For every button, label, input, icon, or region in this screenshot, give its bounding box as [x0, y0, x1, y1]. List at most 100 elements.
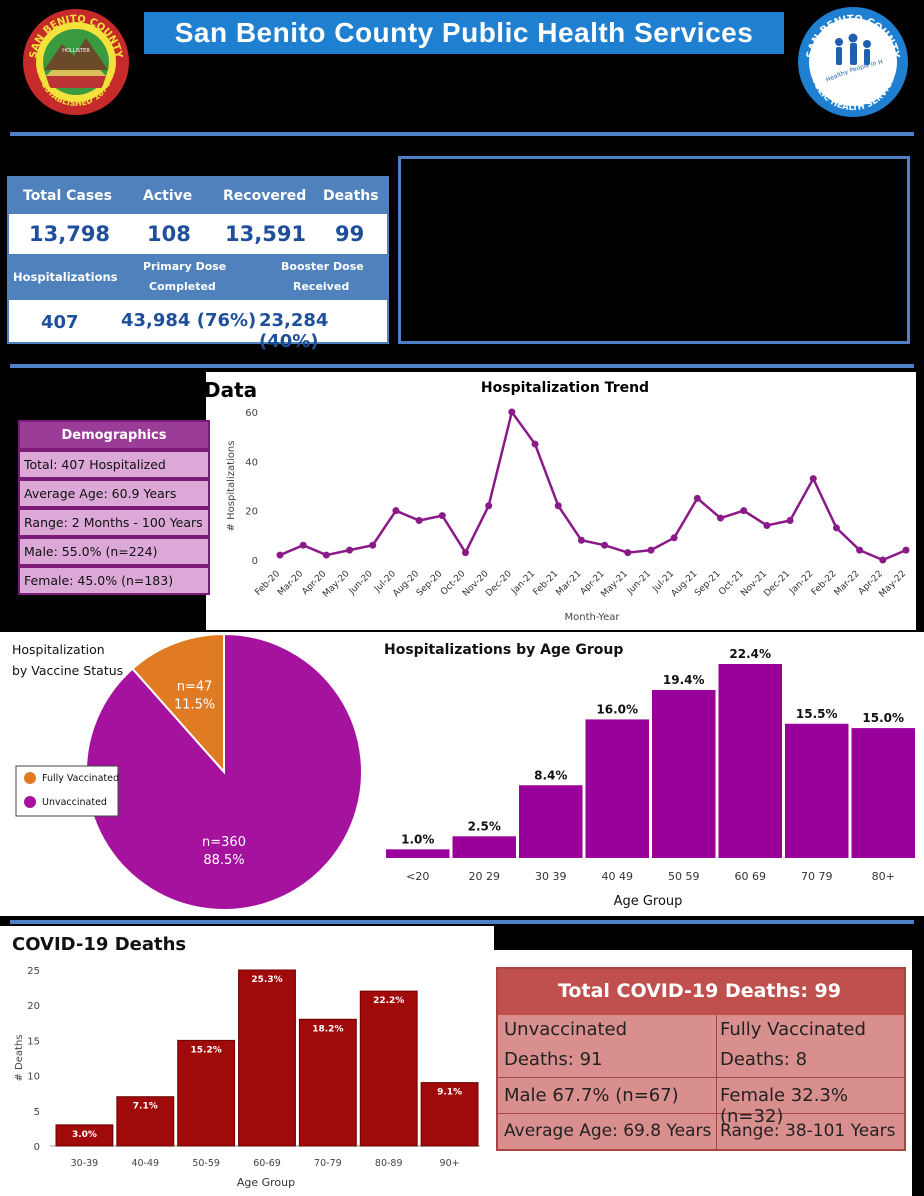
pie-slice: [85, 632, 363, 911]
recovered-label: Recovered: [223, 188, 307, 204]
booster-dose-value: 23,284 (40%): [259, 310, 329, 352]
age-x-tick: 30 39: [535, 870, 567, 883]
deaths-bar-label: 9.1%: [437, 1088, 462, 1098]
primary-completed-label: Completed: [149, 280, 216, 293]
deaths-bar-label: 25.3%: [251, 975, 282, 985]
demographics-row: Male: 55.0% (n=224): [18, 537, 210, 566]
covid-deaths-bar-chart: COVID-19 Deaths 0 5 10 15 20 25 # Deaths 3.0% 30-…: [12, 934, 480, 1189]
trend-point: [461, 549, 469, 557]
age-bar-label: 19.4%: [663, 673, 705, 687]
vaccinated-label: Fully Vaccinated: [720, 1019, 866, 1040]
deaths-y-tick: 15: [27, 1036, 40, 1047]
pie-title-line2: by Vaccine Status: [12, 663, 123, 678]
trend-point: [902, 546, 910, 554]
x-tick-label: Mar-20: [276, 569, 305, 598]
trend-point: [809, 475, 817, 483]
trend-point: [531, 440, 539, 448]
trend-point: [740, 507, 748, 515]
trend-point: [786, 517, 794, 525]
female-deaths: Female 32.3% (n=32): [720, 1085, 848, 1127]
age-x-tick: <20: [406, 870, 429, 883]
total-cases-value: 13,798: [29, 222, 111, 246]
trend-point: [601, 541, 609, 549]
deaths-table-title: Total COVID-19 Deaths: 99: [558, 980, 841, 1002]
deaths-x-tick: 80-89: [375, 1158, 403, 1169]
deaths-age-range: Range: 38-101 Years: [720, 1121, 896, 1141]
trend-point: [879, 556, 887, 564]
seal-town-text: HOLLISTER: [62, 48, 90, 54]
y-tick-label: 60: [245, 408, 258, 419]
age-bar: [851, 728, 915, 858]
deaths-bar-label: 7.1%: [133, 1102, 158, 1112]
deaths-x-tick: 60-69: [253, 1158, 281, 1169]
deaths-average-age: Average Age: 69.8 Years: [504, 1121, 712, 1141]
age-x-tick: 70 79: [801, 870, 833, 883]
trend-point: [322, 551, 330, 559]
deaths-x-tick: 90+: [440, 1158, 460, 1169]
deaths-y-tick: 10: [27, 1072, 40, 1083]
pie-count-label: n=360: [202, 835, 246, 850]
total-cases-label: Total Cases: [23, 188, 113, 204]
age-bar: [452, 836, 516, 858]
x-tick-label: Jun-20: [347, 569, 375, 597]
age-x-tick: 60 69: [735, 870, 767, 883]
trend-point: [346, 546, 354, 554]
trend-point: [832, 524, 840, 532]
age-x-axis-label: Age Group: [614, 894, 683, 909]
age-bar: [585, 719, 649, 858]
age-bar-label: 8.4%: [534, 768, 567, 782]
trend-point: [717, 514, 725, 522]
trend-point: [577, 536, 585, 544]
trend-point: [369, 541, 377, 549]
public-health-logo: SAN BENITO COUNTY PUBLIC HEALTH SERVICES…: [794, 1, 909, 118]
age-bar: [386, 849, 450, 858]
age-bar: [652, 689, 716, 858]
case-summary-panel: Total Cases Active Recovered Deaths 13,7…: [7, 176, 389, 352]
deaths-y-tick: 5: [34, 1107, 40, 1118]
trend-point: [670, 534, 678, 542]
primary-dose-label: Primary Dose: [143, 260, 227, 273]
deaths-y-tick: 25: [27, 966, 40, 977]
section-heading: Data: [204, 378, 258, 402]
pie-percent-label: 11.5%: [174, 698, 215, 713]
hosp-white-panel: [206, 372, 916, 630]
x-tick-label: Dec-21: [762, 569, 792, 599]
empty-info-box: [398, 156, 910, 344]
demographics-title: Demographics: [61, 427, 167, 443]
active-label: Active: [143, 188, 193, 204]
primary-dose-value: 43,984 (76%): [121, 310, 257, 331]
trend-point: [392, 507, 400, 515]
trend-point: [276, 551, 284, 559]
deaths-chart-title: COVID-19 Deaths: [12, 934, 186, 955]
y-tick-label: 0: [252, 556, 258, 567]
active-value: 108: [147, 222, 191, 246]
demographics-row: Range: 2 Months - 100 Years: [18, 508, 210, 537]
deaths-bar: [55, 1124, 114, 1147]
demographics-row: Female: 45.0% (n=183): [18, 566, 210, 595]
age-group-bar-chart: Hospitalizations by Age Group 1.0% <20 2.5%…: [384, 642, 915, 909]
x-tick-label: Mar-22: [833, 569, 862, 598]
legend-marker: [24, 796, 36, 808]
deaths-bar: [116, 1096, 175, 1147]
pie-count-label: n=47: [177, 680, 213, 695]
trend-point: [763, 521, 771, 529]
unvaccinated-label: Unvaccinated: [504, 1019, 628, 1040]
male-deaths: Male 67.7% (n=67): [504, 1085, 679, 1106]
deaths-bar: [238, 969, 296, 1147]
deaths-x-axis-label: Age Group: [237, 1176, 295, 1189]
deaths-x-tick: 30-39: [71, 1158, 99, 1169]
y-tick-label: 40: [245, 457, 258, 468]
age-bar: [519, 785, 583, 858]
legend-marker: [24, 772, 36, 784]
divider: [10, 920, 914, 924]
unvaccinated-deaths: Deaths: 91: [504, 1049, 603, 1070]
deaths-bar: [359, 990, 418, 1147]
divider: [10, 364, 914, 368]
x-axis-label: Month-Year: [565, 612, 621, 623]
age-bar-label: 1.0%: [401, 832, 434, 846]
age-bar-label: 22.4%: [729, 647, 771, 661]
deaths-x-tick: 40-49: [131, 1158, 159, 1169]
booster-dose-label: Booster Dose: [281, 260, 364, 273]
deaths-y-axis-label: # Deaths: [14, 1034, 25, 1081]
trend-point: [415, 517, 423, 525]
